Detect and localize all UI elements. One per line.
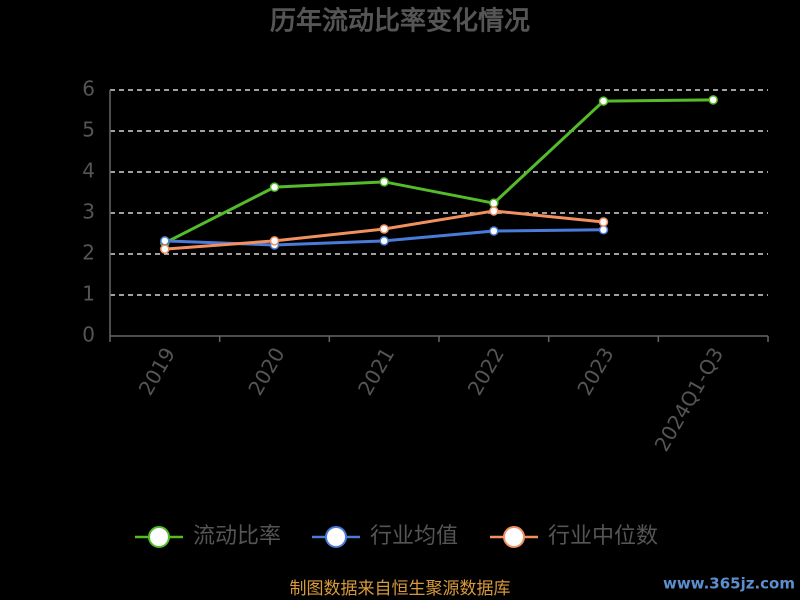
x-tick-label: 2023 xyxy=(572,343,618,399)
x-tick-label: 2022 xyxy=(463,343,509,399)
data-point xyxy=(598,217,609,227)
legend-marker xyxy=(503,526,525,548)
legend-label: 行业中位数 xyxy=(548,524,658,549)
legend-label: 流动比率 xyxy=(193,524,281,549)
x-tick-label: 2024Q1-Q3 xyxy=(650,343,729,455)
y-tick-label: 3 xyxy=(82,200,95,224)
data-point xyxy=(379,224,389,234)
data-point xyxy=(598,225,609,235)
y-tick-label: 0 xyxy=(82,323,95,347)
data-point xyxy=(379,236,389,246)
data-point xyxy=(269,236,280,246)
y-tick-label: 1 xyxy=(82,282,95,306)
data-point xyxy=(708,95,718,105)
y-tick-label: 6 xyxy=(82,77,95,101)
watermark: www.365jz.com xyxy=(663,575,795,593)
data-point xyxy=(160,236,170,246)
chart-title: 历年流动比率变化情况 xyxy=(270,6,530,37)
x-tick-label: 2019 xyxy=(134,343,180,399)
legend-label: 行业均值 xyxy=(370,524,458,549)
y-tick-label: 5 xyxy=(82,118,95,142)
legend-marker xyxy=(325,526,347,548)
x-tick-label: 2020 xyxy=(243,343,289,399)
data-point xyxy=(160,244,170,254)
data-point xyxy=(598,96,609,106)
data-point xyxy=(269,182,280,192)
legend-marker xyxy=(148,526,170,548)
series-line xyxy=(164,98,714,245)
data-point xyxy=(489,198,499,208)
y-tick-label: 4 xyxy=(82,159,95,183)
data-point xyxy=(489,226,499,236)
source-note: 制图数据来自恒生聚源数据库 xyxy=(290,579,511,599)
y-tick-label: 2 xyxy=(82,241,95,265)
data-point xyxy=(379,177,389,187)
x-tick-label: 2021 xyxy=(353,343,399,399)
data-point xyxy=(489,206,499,216)
